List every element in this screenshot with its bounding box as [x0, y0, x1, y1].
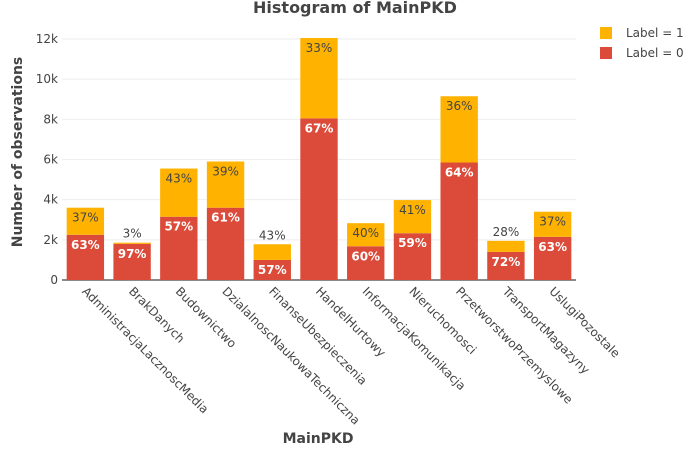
legend-item[interactable]: Label = 0	[600, 46, 684, 60]
legend-item[interactable]: Label = 1	[600, 26, 684, 40]
chart-title: Histogram of MainPKD	[253, 0, 457, 17]
bar-label-1-pct: 40%	[352, 226, 379, 240]
bar-label-0[interactable]	[300, 118, 338, 281]
bar-label-1-pct: 33%	[306, 41, 333, 55]
x-tick-label: TransportMagazyny	[499, 284, 592, 377]
bar-label-0[interactable]	[206, 207, 245, 280]
bar-label-1-pct: 36%	[446, 99, 473, 113]
legend-swatch	[600, 47, 612, 59]
bar-label-1[interactable]	[66, 207, 105, 235]
bar-label-0[interactable]	[440, 162, 478, 280]
bar-label-0[interactable]	[393, 233, 432, 280]
legend-label: Label = 1	[626, 26, 684, 40]
y-tick-label: 4k	[43, 193, 58, 207]
bar-label-1-pct: 41%	[399, 203, 426, 217]
y-axis-title: Number of observations	[10, 57, 26, 248]
bar-label-1[interactable]	[393, 200, 432, 234]
bar-label-0[interactable]	[253, 259, 291, 280]
bar-label-0[interactable]	[160, 216, 198, 280]
y-axis-ticks: 0 2k 4k 6k 8k 10k 12k	[36, 32, 58, 287]
bar-label-0-pct: 61%	[211, 211, 240, 225]
y-tick-label: 10k	[36, 72, 58, 86]
y-tick-label: 6k	[43, 153, 58, 167]
bar-label-0[interactable]	[533, 236, 572, 280]
x-axis-title: MainPKD	[283, 431, 354, 447]
bar-label-1[interactable]	[160, 168, 198, 217]
bar-label-1-pct: 3%	[123, 227, 142, 241]
y-tick-label: 0	[50, 273, 58, 287]
bar-label-1[interactable]	[440, 96, 478, 163]
bar-label-0-pct: 64%	[445, 166, 474, 180]
legend-swatch	[600, 27, 612, 39]
bar-label-0-pct: 59%	[398, 236, 427, 250]
bar-label-1[interactable]	[113, 242, 151, 244]
bar-label-0-pct: 97%	[118, 247, 147, 261]
bar-label-0[interactable]	[347, 246, 385, 280]
bar-label-1-pct: 37%	[72, 211, 99, 225]
bar-label-1-pct: 28%	[493, 225, 520, 239]
bar-label-0-pct: 57%	[258, 263, 287, 277]
y-tick-label: 2k	[43, 233, 58, 247]
bars: 63% 37% 97% 3% 57% 43% 61% 39% 57% 43% 67% 33% 60% 40…	[66, 37, 572, 281]
bar-label-1[interactable]	[347, 223, 385, 247]
bar-label-1[interactable]	[533, 211, 572, 237]
y-tick-label: 12k	[36, 32, 58, 46]
bar-label-0-pct: 67%	[305, 121, 334, 135]
bar-label-0-pct: 57%	[164, 220, 193, 234]
bar-label-0[interactable]	[66, 234, 105, 280]
bar-label-0[interactable]	[487, 251, 525, 280]
legend[interactable]: Label = 1 Label = 0	[600, 26, 684, 60]
bar-label-1[interactable]	[206, 161, 245, 208]
bar-label-1-pct: 37%	[539, 215, 566, 229]
bar-label-0-pct: 72%	[492, 255, 521, 269]
x-axis-ticks: AdministracjaLacznoscMediaBrakDanychBudo…	[79, 284, 622, 428]
bar-label-1[interactable]	[487, 240, 525, 252]
legend-label: Label = 0	[626, 46, 684, 60]
bar-label-0[interactable]	[113, 243, 151, 280]
bar-label-1-pct: 43%	[259, 228, 286, 242]
bar-label-1-pct: 39%	[212, 165, 239, 179]
bar-label-1[interactable]	[300, 37, 338, 119]
y-tick-label: 8k	[43, 112, 58, 126]
bar-label-1[interactable]	[253, 244, 291, 260]
bar-label-0-pct: 60%	[351, 249, 380, 263]
bar-label-1-pct: 43%	[165, 172, 192, 186]
bar-label-0-pct: 63%	[71, 238, 100, 252]
bar-label-0-pct: 63%	[538, 240, 567, 254]
